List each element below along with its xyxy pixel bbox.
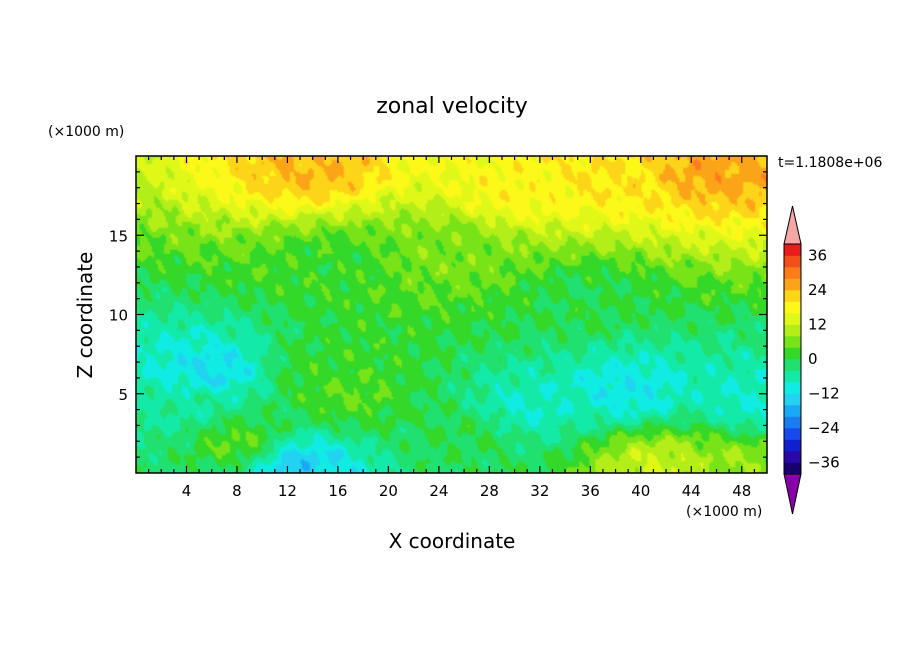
velocity-field — [136, 156, 767, 473]
colorbar-tick-label: −12 — [808, 385, 840, 403]
colorbar-tick-label: 36 — [808, 247, 827, 265]
colorbar-over-arrow — [783, 205, 802, 245]
x-tick-label: 16 — [328, 482, 347, 500]
y-axis-label: Z coordinate — [73, 252, 97, 379]
x-tick-label: 8 — [232, 482, 242, 500]
colorbar-swatch — [784, 301, 801, 314]
chart-title: zonal velocity — [376, 94, 528, 119]
colorbar-swatch — [784, 451, 801, 463]
y-unit-label: (×1000 m) — [48, 124, 124, 140]
y-tick-label: 5 — [118, 386, 128, 404]
colorbar-tick-label: 12 — [808, 316, 827, 334]
x-tick-label: 28 — [480, 482, 499, 500]
colorbar-frame — [783, 243, 802, 475]
colorbar-swatch — [784, 462, 801, 475]
x-tick-label: 12 — [278, 482, 297, 500]
colorbar-swatch — [784, 439, 801, 452]
colorbar-swatch — [784, 347, 801, 360]
x-tick-label: 20 — [379, 482, 398, 500]
colorbar-swatch — [784, 370, 801, 383]
x-tick-label: 32 — [530, 482, 549, 500]
colorbar-swatch — [784, 428, 801, 440]
colorbar-swatch — [784, 324, 801, 337]
colorbar-swatch — [784, 290, 801, 302]
colorbar-swatch — [784, 405, 801, 417]
colorbar-tick-label: 24 — [808, 281, 827, 299]
y-axis: 5 10 15 — [109, 171, 767, 458]
colorbar-tick-label: −24 — [808, 419, 840, 437]
colorbar-swatch — [784, 382, 801, 394]
colorbar-swatch — [784, 393, 801, 406]
colorbar-tick-label: 0 — [808, 350, 818, 368]
colorbar-swatch — [784, 244, 801, 256]
colorbar-swatch — [784, 278, 801, 291]
x-axis: 4 8 12 16 20 24 28 32 36 40 44 48 — [148, 156, 755, 500]
x-tick-label: 4 — [182, 482, 192, 500]
y-tick-label: 10 — [109, 307, 128, 325]
x-tick-label: 36 — [581, 482, 600, 500]
x-unit-label: (×1000 m) — [686, 504, 762, 520]
colorbar-swatch — [784, 313, 801, 325]
colorbar-swatch — [784, 255, 801, 268]
colorbar-swatch — [784, 267, 801, 279]
y-tick-label: 15 — [109, 227, 128, 245]
x-tick-label: 40 — [631, 482, 650, 500]
colorbar-swatch — [784, 416, 801, 429]
x-axis-label: X coordinate — [389, 529, 516, 553]
x-tick-label: 24 — [429, 482, 448, 500]
x-tick-label: 48 — [732, 482, 751, 500]
colorbar-swatch — [784, 336, 801, 348]
colorbar-swatch — [784, 359, 801, 371]
plot-area — [136, 156, 767, 473]
colorbar-tick-label: −36 — [808, 454, 840, 472]
time-label: t=1.1808e+06 — [778, 155, 882, 171]
x-tick-label: 44 — [682, 482, 701, 500]
colorbar-under-arrow — [783, 473, 802, 515]
colorbar: 36 24 12 0 −12 −24 −36 — [783, 205, 840, 515]
